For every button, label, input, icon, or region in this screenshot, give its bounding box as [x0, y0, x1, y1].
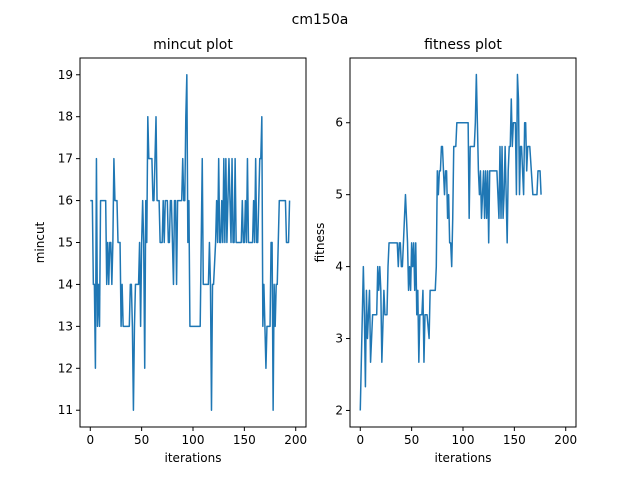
- mincut-ytick-label: 15: [58, 236, 73, 250]
- mincut-ytick-label: 19: [58, 68, 73, 82]
- mincut-xtick-label: 50: [134, 433, 149, 447]
- mincut-ytick-label: 18: [58, 110, 73, 124]
- mincut-ytick-label: 16: [58, 194, 73, 208]
- fitness-ytick-label: 2: [335, 403, 343, 417]
- mincut-ytick-label: 14: [58, 277, 73, 291]
- fitness-series-line: [359, 73, 542, 411]
- fitness-xtick-label: 0: [356, 433, 364, 447]
- mincut-xtick-label: 150: [233, 433, 256, 447]
- mincut-yaxis-label: mincut: [33, 221, 47, 263]
- fitness-xtick-label: 200: [554, 433, 577, 447]
- fitness-xaxis-label: iterations: [435, 451, 492, 465]
- mincut-xtick-label: 100: [182, 433, 205, 447]
- mincut-ytick-label: 13: [58, 319, 73, 333]
- mincut-xaxis-label: iterations: [165, 451, 222, 465]
- figure-suptitle: cm150a: [292, 12, 349, 28]
- mincut-ytick-label: 17: [58, 152, 73, 166]
- mincut-ytick-label: 12: [58, 361, 73, 375]
- mincut-series-line: [90, 74, 291, 411]
- fitness-plot-title: fitness plot: [424, 37, 502, 53]
- fitness-ytick-label: 4: [335, 260, 343, 274]
- fitness-xtick-label: 100: [452, 433, 475, 447]
- fitness-ytick-label: 3: [335, 332, 343, 346]
- mincut-xtick-label: 0: [86, 433, 94, 447]
- mincut-xtick-label: 200: [284, 433, 307, 447]
- mincut-ytick-label: 11: [58, 403, 73, 417]
- fitness-plot-panel: 0 50 100 150 200 2 3 4 5 6 fitness plot iterations f…: [313, 37, 577, 465]
- mincut-plot-title: mincut plot: [153, 37, 233, 53]
- fitness-axes-frame: [349, 57, 577, 428]
- fitness-yaxis-label: fitness: [313, 223, 327, 263]
- mincut-plot-panel: 0 50 100 150 200 11 12 13 14 15 16 17 18 19 mincut plo…: [33, 37, 307, 465]
- fitness-ytick-label: 6: [335, 116, 343, 130]
- fitness-xtick-label: 50: [404, 433, 419, 447]
- fitness-ytick-label: 5: [335, 188, 343, 202]
- fitness-xtick-label: 150: [503, 433, 526, 447]
